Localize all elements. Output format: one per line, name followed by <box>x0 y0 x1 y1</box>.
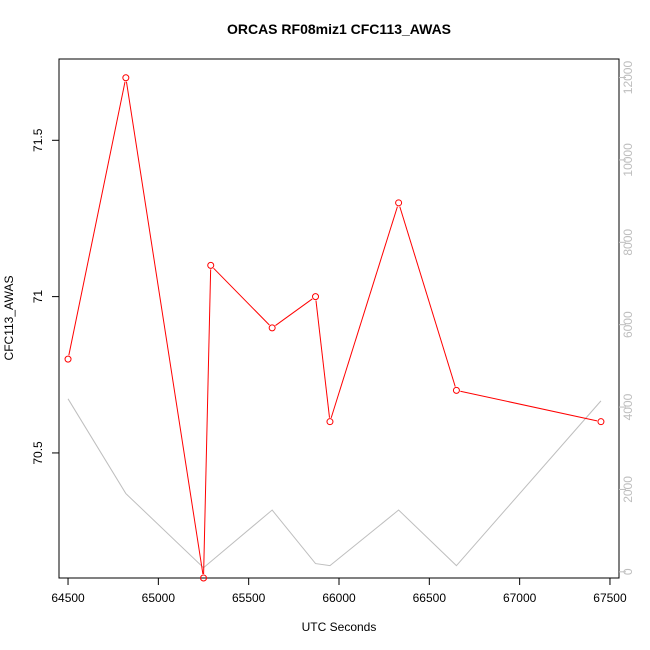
data-point <box>64 355 72 363</box>
series-segment <box>460 390 598 422</box>
red-series <box>64 74 605 582</box>
x-axis: 64500 65000 65500 66000 66500 67000 67500 <box>51 578 627 605</box>
x-tick-label: 67000 <box>503 591 537 605</box>
data-point <box>200 574 208 582</box>
y2-tick-label: 2000 <box>621 476 635 503</box>
y-tick-label: 71 <box>31 290 45 304</box>
y-axis-right: 0 2000 4000 6000 8000 10000 12000 <box>619 61 635 575</box>
data-point <box>452 386 460 394</box>
x-tick-label: 65000 <box>142 591 176 605</box>
series-segment <box>399 206 456 387</box>
x-tick-label: 67500 <box>593 591 627 605</box>
data-point <box>268 324 276 332</box>
y-tick-label: 71.5 <box>31 128 45 152</box>
y2-tick-label: 10000 <box>621 143 635 177</box>
y2-tick-label: 12000 <box>621 61 635 95</box>
x-tick-label: 64500 <box>51 591 85 605</box>
data-point <box>207 261 215 269</box>
series-segment <box>330 206 398 419</box>
series-segment <box>213 267 270 326</box>
y2-tick-label: 8000 <box>621 229 635 256</box>
y2-tick-label: 6000 <box>621 311 635 338</box>
data-point <box>395 199 403 207</box>
y2-tick-label: 0 <box>621 568 635 575</box>
x-tick-label: 66500 <box>413 591 447 605</box>
x-axis-label: UTC Seconds <box>302 620 377 634</box>
grey-series <box>67 398 602 569</box>
data-point <box>312 293 320 301</box>
data-point <box>122 74 130 82</box>
series-segment <box>275 298 313 326</box>
y-axis-left: 70.5 71 71.5 <box>31 128 59 465</box>
y-tick-label: 70.5 <box>31 441 45 465</box>
x-tick-label: 66000 <box>322 591 356 605</box>
series-segment <box>203 269 212 575</box>
chart-title: ORCAS RF08miz1 CFC113_AWAS <box>227 21 451 37</box>
series-segment <box>125 81 204 575</box>
series-line <box>67 398 602 569</box>
y-axis-label: CFC113_AWAS <box>2 276 16 361</box>
series-segment <box>315 300 331 418</box>
data-point <box>326 418 334 426</box>
y2-tick-label: 4000 <box>621 393 635 420</box>
series-segment <box>68 81 126 356</box>
data-point <box>597 418 605 426</box>
x-tick-label: 65500 <box>232 591 266 605</box>
plot-frame <box>58 58 620 579</box>
